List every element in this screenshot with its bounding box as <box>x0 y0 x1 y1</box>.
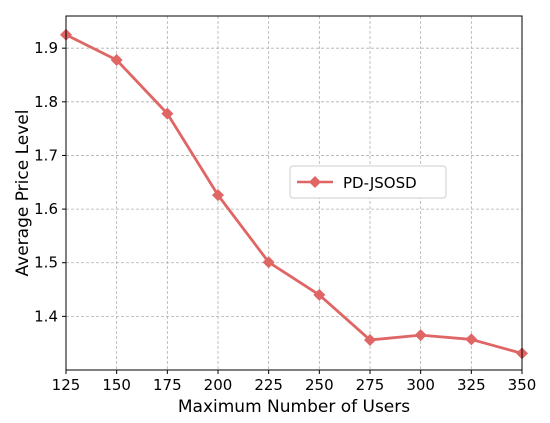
y-axis-title: Average Price Level <box>13 110 33 277</box>
data-point <box>414 329 427 342</box>
x-tick-label: 325 <box>457 376 486 394</box>
y-tick-label: 1.5 <box>34 254 58 272</box>
x-tick-label: 225 <box>254 376 283 394</box>
data-point <box>110 53 123 66</box>
x-tick-label: 250 <box>305 376 334 394</box>
data-point <box>313 288 326 301</box>
x-tick-label: 150 <box>102 376 131 394</box>
x-tick-label: 125 <box>52 376 81 394</box>
legend-marker <box>309 176 321 188</box>
x-tick-label: 175 <box>153 376 182 394</box>
y-tick-label: 1.9 <box>34 39 58 57</box>
y-tick-label: 1.7 <box>34 146 58 164</box>
y-tick-label: 1.6 <box>34 200 58 218</box>
data-point <box>465 333 478 346</box>
x-tick-label: 275 <box>356 376 385 394</box>
x-axis-title: Maximum Number of Users <box>178 397 410 417</box>
x-tick-label: 350 <box>508 376 537 394</box>
series-line <box>65 33 523 355</box>
data-point <box>161 107 174 120</box>
legend: PD-JSOSD <box>289 165 447 199</box>
x-tick-label: 200 <box>204 376 233 394</box>
legend-box <box>289 165 447 199</box>
data-point <box>262 256 275 269</box>
y-tick-label: 1.8 <box>34 93 58 111</box>
x-tick-label: 300 <box>406 376 435 394</box>
grid <box>66 16 522 370</box>
data-point <box>212 189 224 202</box>
legend-label: PD-JSOSD <box>343 174 417 192</box>
plot-frame <box>65 15 523 371</box>
ticks: 125 150 175 200 225 250 275 300 325 350 1.4 1.5 1.6 1… <box>34 39 536 394</box>
data-point <box>364 333 376 346</box>
y-tick-label: 1.4 <box>34 307 58 325</box>
